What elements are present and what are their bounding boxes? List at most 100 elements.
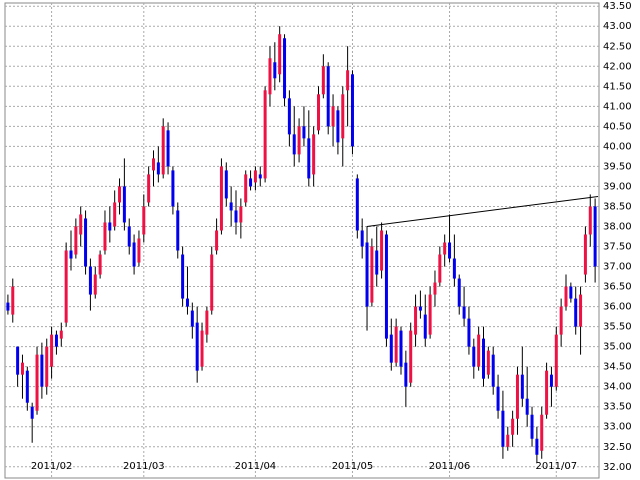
candle-body bbox=[152, 158, 155, 171]
y-tick-label: 43.00 bbox=[603, 21, 632, 32]
candle-body bbox=[525, 398, 529, 415]
candle-body bbox=[588, 206, 592, 235]
candle-body bbox=[166, 130, 170, 167]
candle-body bbox=[113, 202, 117, 227]
candle-body bbox=[176, 210, 180, 251]
candle-body bbox=[200, 330, 204, 367]
candle-body bbox=[579, 294, 583, 327]
y-tick-label: 41.50 bbox=[603, 81, 632, 92]
candle-body bbox=[283, 38, 287, 99]
candle-body bbox=[292, 134, 296, 155]
candle-body bbox=[477, 334, 481, 367]
candle-body bbox=[190, 310, 194, 327]
candle-body bbox=[482, 338, 485, 379]
x-tick-label: 2011/04 bbox=[235, 461, 277, 472]
candle-body bbox=[457, 278, 461, 307]
candle-body bbox=[171, 170, 175, 207]
candle-body bbox=[11, 286, 15, 315]
candle-body bbox=[394, 326, 398, 363]
candle-body bbox=[326, 66, 330, 127]
candle-body bbox=[195, 322, 199, 371]
candle-body bbox=[74, 226, 78, 255]
candle-body bbox=[103, 222, 107, 251]
candle-body bbox=[268, 58, 272, 95]
candle-body bbox=[45, 346, 49, 387]
y-tick-label: 32.50 bbox=[603, 442, 632, 453]
candle-body bbox=[79, 214, 83, 235]
candle-body bbox=[384, 234, 388, 339]
candle-body bbox=[336, 110, 340, 143]
y-tick-label: 36.00 bbox=[603, 302, 632, 313]
candle-body bbox=[467, 318, 471, 347]
candle-body bbox=[389, 334, 393, 363]
y-tick-label: 38.50 bbox=[603, 201, 632, 212]
y-tick-label: 42.50 bbox=[603, 41, 632, 52]
candle-body bbox=[423, 314, 427, 339]
candle-body bbox=[380, 230, 384, 271]
candle-body bbox=[350, 74, 354, 147]
candle-body bbox=[98, 254, 102, 275]
candle-body bbox=[249, 178, 253, 187]
candle-body bbox=[341, 94, 345, 139]
candle-body bbox=[234, 210, 238, 223]
y-tick-label: 42.00 bbox=[603, 61, 632, 72]
x-tick-label: 2011/06 bbox=[429, 461, 471, 472]
candle-body bbox=[161, 126, 165, 175]
candle-body bbox=[84, 218, 88, 267]
y-tick-label: 32.00 bbox=[603, 462, 632, 473]
candle-body bbox=[346, 70, 350, 91]
candle-body bbox=[263, 90, 267, 179]
x-tick-label: 2011/07 bbox=[536, 461, 578, 472]
y-tick-label: 35.50 bbox=[603, 322, 632, 333]
candle-body bbox=[137, 238, 141, 263]
candle-body bbox=[224, 170, 228, 199]
candle-body bbox=[54, 334, 58, 347]
candle-body bbox=[545, 370, 549, 415]
candle-body bbox=[287, 98, 291, 135]
candle-body bbox=[360, 230, 364, 247]
candle-body bbox=[64, 250, 68, 323]
candle-body bbox=[355, 178, 359, 231]
candle-body bbox=[418, 306, 422, 311]
candle-body bbox=[40, 354, 44, 387]
candle-body bbox=[428, 294, 432, 335]
candle-body bbox=[540, 414, 544, 451]
candle-body bbox=[215, 230, 219, 251]
candle-body bbox=[239, 206, 243, 223]
candle-body bbox=[278, 34, 282, 75]
candle-body bbox=[472, 346, 476, 367]
candle-body bbox=[511, 418, 515, 435]
candle-body bbox=[16, 346, 20, 375]
candle-body bbox=[317, 94, 320, 131]
candle-body bbox=[321, 66, 325, 95]
y-tick-label: 33.00 bbox=[603, 422, 632, 433]
y-tick-label: 33.50 bbox=[603, 402, 632, 413]
candle-body bbox=[20, 362, 24, 375]
candle-body bbox=[205, 310, 209, 335]
candle-body bbox=[210, 254, 214, 311]
y-tick-label: 41.00 bbox=[603, 101, 632, 112]
candle-body bbox=[273, 62, 277, 79]
y-tick-label: 39.50 bbox=[603, 161, 632, 172]
candle-body bbox=[258, 174, 262, 179]
candle-body bbox=[127, 226, 131, 247]
candle-body bbox=[583, 234, 587, 275]
candle-body bbox=[331, 106, 335, 127]
candle-body bbox=[501, 410, 505, 447]
candle-body bbox=[229, 202, 233, 211]
y-tick-label: 37.00 bbox=[603, 262, 632, 273]
candle-body bbox=[443, 242, 447, 255]
y-tick-label: 40.00 bbox=[603, 141, 632, 152]
candle-body bbox=[25, 370, 29, 403]
candle-body bbox=[399, 330, 403, 367]
candle-body bbox=[365, 242, 369, 307]
y-tick-label: 34.50 bbox=[603, 362, 632, 373]
candle-body bbox=[559, 306, 563, 335]
candle-body bbox=[50, 334, 54, 367]
candle-body bbox=[142, 206, 146, 235]
candle-body bbox=[593, 206, 597, 267]
candle-body bbox=[302, 126, 306, 139]
candle-body bbox=[312, 134, 316, 175]
candle-body bbox=[448, 242, 452, 259]
candle-body bbox=[219, 166, 223, 231]
